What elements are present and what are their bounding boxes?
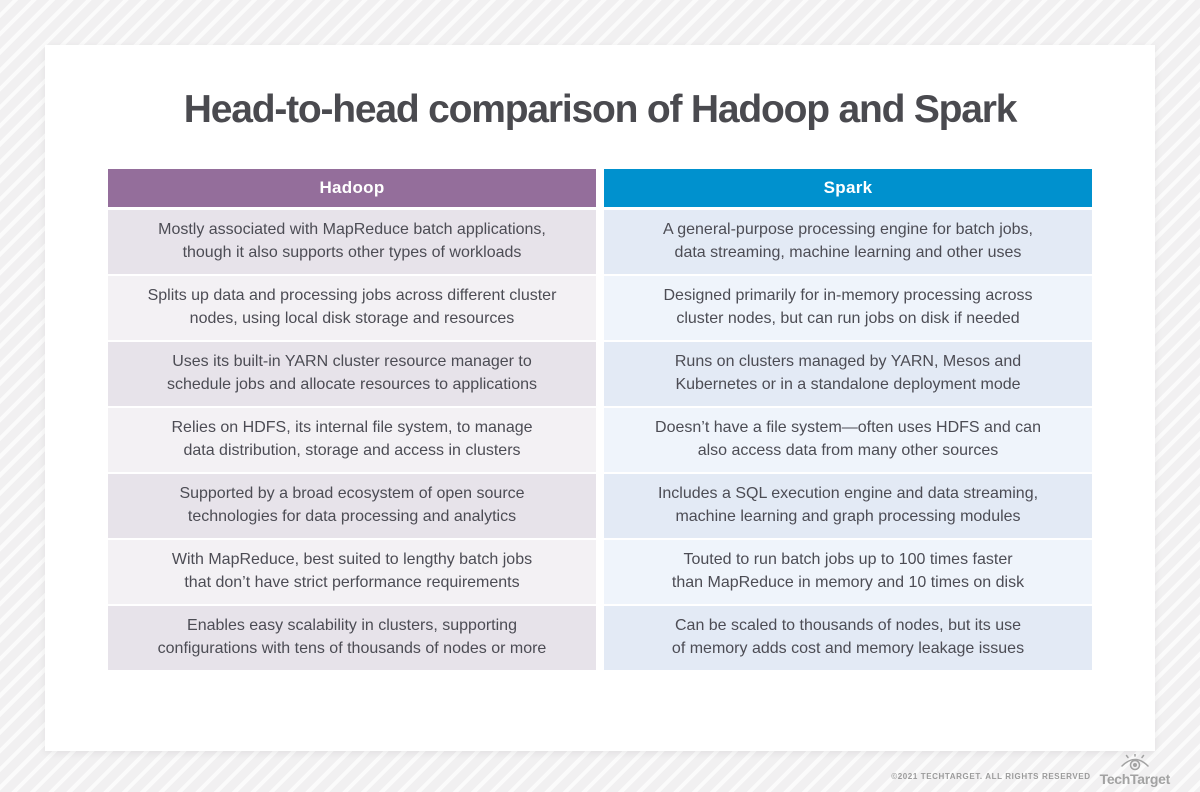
hadoop-cell: Uses its built-in YARN cluster resource … — [108, 342, 596, 406]
logo-text: TechTarget — [1099, 771, 1171, 787]
spark-cell: Touted to run batch jobs up to 100 times… — [604, 540, 1092, 604]
content-card: Head-to-head comparison of Hadoop and Sp… — [45, 45, 1155, 751]
spark-cell: Designed primarily for in-memory process… — [604, 276, 1092, 340]
hadoop-cell: Relies on HDFS, its internal file system… — [108, 408, 596, 472]
spark-cell: Runs on clusters managed by YARN, Mesos … — [604, 342, 1092, 406]
techtarget-logo: TechTarget — [1100, 754, 1170, 786]
table-row: Supported by a broad ecosystem of open s… — [108, 474, 1092, 538]
hadoop-cell: Mostly associated with MapReduce batch a… — [108, 210, 596, 274]
comparison-table: Hadoop Spark Mostly associated with MapR… — [108, 169, 1092, 670]
spark-cell: A general-purpose processing engine for … — [604, 210, 1092, 274]
table-row: Mostly associated with MapReduce batch a… — [108, 210, 1092, 274]
table-header-row: Hadoop Spark — [108, 169, 1092, 207]
eye-bullseye-icon — [1121, 754, 1149, 771]
hadoop-cell: With MapReduce, best suited to lengthy b… — [108, 540, 596, 604]
table-row: With MapReduce, best suited to lengthy b… — [108, 540, 1092, 604]
table-body: Mostly associated with MapReduce batch a… — [108, 210, 1092, 670]
footer: ©2021 TECHTARGET. ALL RIGHTS RESERVED Te… — [891, 754, 1170, 786]
spark-column-header: Spark — [604, 169, 1092, 207]
page-title: Head-to-head comparison of Hadoop and Sp… — [183, 88, 1018, 131]
hadoop-cell: Supported by a broad ecosystem of open s… — [108, 474, 596, 538]
table-row: Relies on HDFS, its internal file system… — [108, 408, 1092, 472]
hadoop-column-header: Hadoop — [108, 169, 596, 207]
spark-cell: Doesn’t have a file system—often uses HD… — [604, 408, 1092, 472]
table-row: Enables easy scalability in clusters, su… — [108, 606, 1092, 670]
table-row: Splits up data and processing jobs acros… — [108, 276, 1092, 340]
hadoop-cell: Splits up data and processing jobs acros… — [108, 276, 596, 340]
hadoop-cell: Enables easy scalability in clusters, su… — [108, 606, 596, 670]
table-row: Uses its built-in YARN cluster resource … — [108, 342, 1092, 406]
copyright-text: ©2021 TECHTARGET. ALL RIGHTS RESERVED — [891, 772, 1091, 781]
spark-cell: Includes a SQL execution engine and data… — [604, 474, 1092, 538]
spark-cell: Can be scaled to thousands of nodes, but… — [604, 606, 1092, 670]
